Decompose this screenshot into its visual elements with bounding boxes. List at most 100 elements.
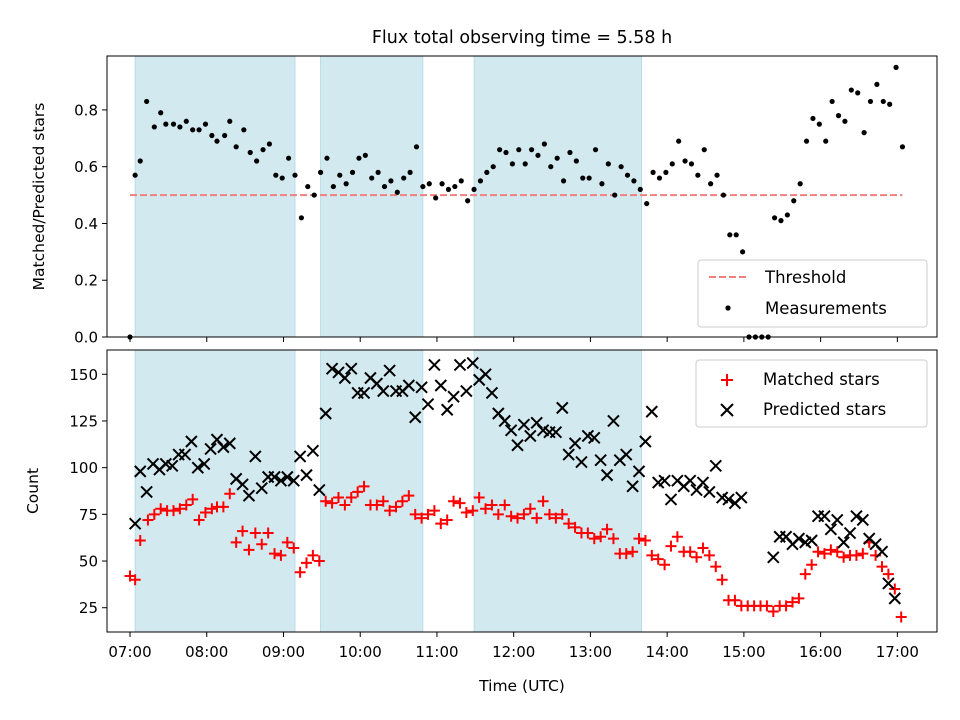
predicted-star-point — [511, 439, 524, 452]
matched-star-point — [281, 536, 293, 548]
measurement-point — [880, 98, 886, 105]
measurement-point — [803, 138, 810, 144]
matched-star-point — [780, 600, 792, 612]
measurement-point — [330, 183, 336, 190]
matched-star-point — [301, 557, 313, 569]
measurement-point — [829, 98, 835, 105]
matched-stars-points — [124, 480, 907, 623]
predicted-star-point — [383, 364, 396, 377]
measurement-point — [163, 121, 169, 127]
y-tick-label: 75 — [79, 506, 98, 524]
predicted-star-point — [875, 545, 889, 558]
measurement-point — [202, 121, 209, 127]
matched-star-point — [876, 561, 888, 573]
measurement-point — [797, 181, 803, 187]
measurement-point — [791, 198, 797, 204]
predicted-star-point — [345, 362, 358, 375]
measurement-point — [823, 138, 829, 144]
top-x-ticks — [129, 337, 898, 342]
matched-star-point — [134, 534, 146, 546]
measurement-point — [452, 183, 458, 190]
measurement-point — [535, 152, 541, 158]
matched-star-point — [486, 499, 498, 511]
predicted-star-point — [134, 465, 147, 478]
matched-star-point — [129, 574, 141, 586]
measurement-point — [618, 164, 624, 170]
matched-star-point — [710, 561, 722, 573]
matched-star-point — [454, 497, 466, 509]
measurement-point — [158, 110, 164, 116]
y-tick-label: 150 — [69, 366, 98, 384]
matched-star-point — [409, 508, 421, 520]
predicted-star-point — [197, 457, 211, 471]
matched-star-point — [384, 505, 396, 517]
measurement-point — [343, 181, 349, 187]
predicted-star-point — [166, 459, 179, 472]
predicted-star-point — [409, 411, 422, 424]
predicted-star-point — [524, 429, 537, 443]
shaded-interval — [134, 55, 296, 338]
measurement-point — [349, 169, 356, 175]
measurement-point — [317, 169, 324, 175]
measurement-point — [183, 118, 189, 124]
measurement-point — [233, 144, 239, 150]
measurement-point — [740, 249, 746, 255]
measurement-point — [311, 192, 317, 198]
matched-star-point — [243, 544, 255, 556]
matched-star-point — [601, 523, 613, 535]
measurement-point — [273, 172, 279, 178]
measurement-point — [810, 115, 816, 122]
predicted-star-point — [460, 384, 473, 398]
matched-star-point — [697, 542, 709, 554]
measurement-point — [214, 138, 220, 144]
measurement-point — [439, 181, 445, 187]
measurement-point — [445, 186, 452, 193]
matched-star-point — [889, 583, 901, 595]
predicted-star-point — [313, 483, 326, 497]
measurement-point — [631, 178, 637, 184]
measurement-point — [855, 90, 861, 96]
x-tick-label: 08:00 — [185, 643, 228, 661]
matched-star-point — [332, 492, 344, 504]
measurement-point — [842, 118, 848, 124]
matched-star-point — [627, 546, 639, 558]
matched-star-point — [857, 548, 869, 560]
predicted-star-point — [517, 418, 531, 431]
measurement-point — [369, 175, 375, 181]
predicted-star-point — [191, 461, 205, 474]
measurement-point — [241, 127, 247, 133]
predicted-star-point — [620, 448, 633, 461]
top-y-axis-label: Matched/Predicted stars — [30, 103, 48, 291]
predicted-star-point — [440, 403, 454, 416]
matched-star-point — [148, 508, 160, 520]
predicted-star-point — [447, 390, 460, 403]
matched-star-point — [467, 505, 479, 517]
predicted-star-point — [735, 491, 748, 504]
measurement-point — [567, 149, 573, 156]
x-tick-label: 11:00 — [415, 643, 458, 661]
measurement-point — [490, 164, 496, 170]
measurement-point — [663, 169, 669, 175]
predicted-star-point — [722, 493, 735, 506]
measurement-point — [893, 64, 899, 70]
measurement-point — [209, 132, 215, 139]
measurement-point — [471, 186, 477, 193]
measurement-point — [835, 113, 842, 119]
predicted-star-point — [185, 435, 198, 448]
matched-star-point — [671, 531, 683, 543]
matched-star-point — [703, 549, 715, 561]
predicted-star-point — [287, 474, 300, 487]
predicted-star-point — [607, 414, 620, 428]
matched-star-point — [761, 600, 773, 612]
legend-threshold-label: Threshold — [764, 268, 846, 287]
measurement-point — [867, 98, 874, 105]
shaded-interval — [473, 349, 642, 633]
measurement-point — [407, 169, 413, 175]
measurement-point — [861, 130, 867, 136]
matched-star-point — [345, 492, 357, 504]
measurement-point — [899, 144, 906, 150]
predicted-star-point — [888, 592, 902, 605]
matched-star-point — [850, 549, 862, 561]
matched-star-point — [895, 611, 907, 623]
legend-matched-label: Matched stars — [763, 370, 880, 389]
